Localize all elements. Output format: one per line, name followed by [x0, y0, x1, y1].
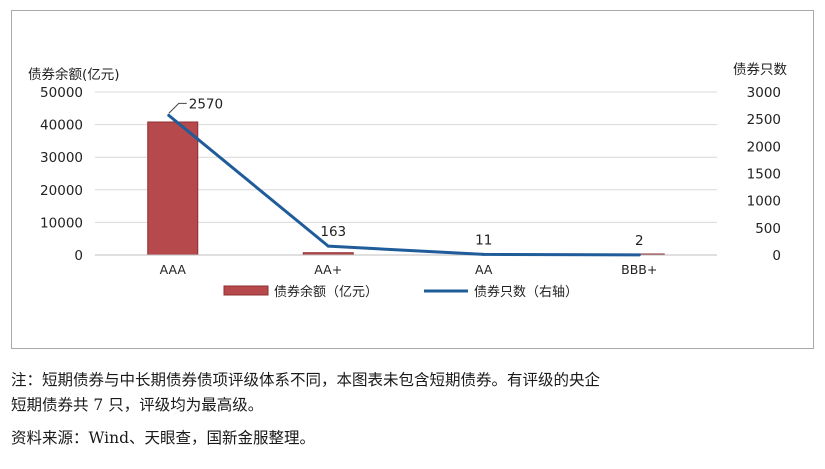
chart-svg: 0 10000 20000 30000 40000 50000 0 500 1000 1500 20…	[28, 62, 787, 300]
data-label: 11	[475, 232, 492, 248]
y2-tick-label: 2500	[747, 112, 781, 128]
legend-bar-swatch	[223, 285, 269, 296]
y2-axis-title: 债券只数	[733, 62, 787, 78]
y2-tick-label: 1500	[747, 167, 781, 183]
source-line: 资料来源：Wind、天眼查，国新金服整理。	[11, 429, 316, 447]
line-series	[167, 114, 640, 257]
y2-tick-label: 3000	[747, 85, 781, 101]
y-tick-label: 30000	[40, 150, 83, 166]
y2-tick-label: 0	[772, 248, 781, 264]
line-point	[637, 253, 641, 257]
y-axis-title: 债券余额(亿元)	[28, 66, 120, 83]
data-label-leader	[168, 102, 187, 114]
y-tick-label: 50000	[40, 85, 83, 101]
y2-tick-label: 1000	[747, 194, 781, 210]
x-tick-label: BBB+	[621, 262, 657, 277]
x-tick-label: AA+	[314, 262, 342, 277]
line-point	[326, 244, 330, 248]
bar	[147, 121, 199, 256]
legend-bar-label: 债券余额（亿元）	[274, 284, 378, 300]
x-tick-label: AAA	[160, 262, 187, 277]
chart-frame: 0 10000 20000 30000 40000 50000 0 500 1000 1500 20…	[11, 10, 814, 349]
y-tick-label: 20000	[40, 183, 83, 199]
data-label: 2	[635, 233, 644, 249]
note-line-1: 注：短期债券与中长期债券债项评级体系不同，本图表未包含短期债券。有评级的央企	[11, 371, 601, 389]
y-tick-label: 0	[74, 248, 83, 264]
y-tick-label: 10000	[40, 215, 83, 231]
note-line-2: 短期债券共 7 只，评级均为最高级。	[11, 396, 264, 414]
x-tick-label: AA	[475, 262, 493, 277]
legend-line-label: 债券只数（右轴）	[474, 284, 578, 300]
line-point	[482, 252, 486, 256]
y2-tick-label: 2000	[747, 139, 781, 155]
y2-tick-label: 500	[755, 221, 781, 237]
data-label: 163	[320, 224, 346, 240]
y-tick-label: 40000	[40, 118, 83, 134]
line-point	[167, 113, 171, 117]
data-label: 2570	[189, 96, 223, 112]
